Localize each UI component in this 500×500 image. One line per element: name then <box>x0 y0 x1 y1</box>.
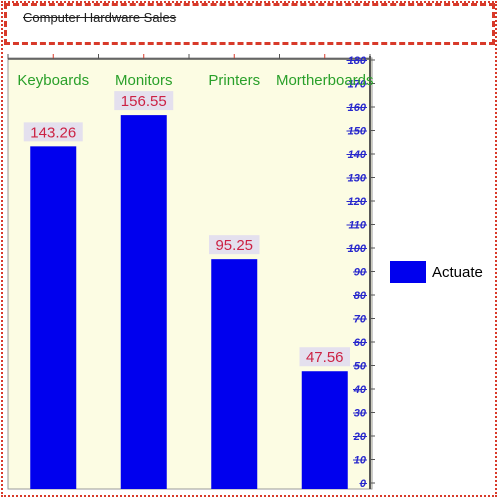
bar-keyboards <box>30 146 77 490</box>
title-box: Computer Hardware Sales <box>4 3 495 45</box>
value-label-group: 156.55 <box>114 91 174 111</box>
category-label: Printers <box>208 72 260 89</box>
bar-monitors <box>120 115 167 490</box>
value-label: 156.55 <box>121 93 167 110</box>
legend: Actuate <box>390 260 483 284</box>
value-label: 143.26 <box>30 124 76 141</box>
value-label-box <box>299 347 350 367</box>
value-label-group: 47.56 <box>299 347 350 367</box>
value-label-group: 143.26 <box>23 122 83 142</box>
bar-mortherboards <box>301 371 348 489</box>
value-label: 95.25 <box>215 237 253 254</box>
bar-printers <box>211 259 258 489</box>
value-label-box <box>23 122 83 142</box>
value-label-box <box>114 91 174 111</box>
value-label: 47.56 <box>306 349 344 366</box>
legend-label: Actuate <box>432 263 483 281</box>
legend-swatch <box>390 261 426 283</box>
category-label: Monitors <box>115 72 173 89</box>
category-label: Keyboards <box>17 72 89 89</box>
value-label-group: 95.25 <box>209 235 260 255</box>
category-label: Mortherboards <box>276 72 374 89</box>
value-label-box <box>209 235 260 255</box>
chart-title: Computer Hardware Sales <box>23 10 177 25</box>
